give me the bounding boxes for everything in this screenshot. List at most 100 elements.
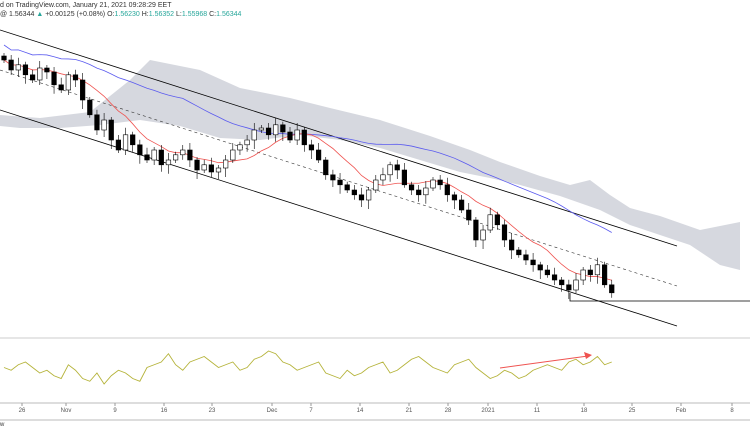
candle-body <box>466 209 472 221</box>
candle-body <box>308 144 315 151</box>
candle-body <box>394 164 400 171</box>
x-tick-label: 2021 <box>481 408 495 414</box>
candle-body <box>180 149 186 156</box>
candle-body <box>173 154 179 161</box>
high-label: H: <box>141 11 149 18</box>
candle-body <box>358 194 365 201</box>
candle-body <box>537 264 543 271</box>
candle-body <box>244 139 250 146</box>
candle-body <box>609 284 615 294</box>
candle-body <box>559 279 565 286</box>
candle-body <box>122 134 129 151</box>
candle-body <box>101 119 107 131</box>
x-tick-label: 9 <box>113 408 117 414</box>
chart-source-line: d on TradingView.com, January 21, 2021 0… <box>0 2 172 9</box>
x-tick-label: Dec <box>266 408 278 414</box>
candle-body <box>315 149 322 161</box>
low-label: L: <box>176 11 182 18</box>
candle-body <box>201 164 207 171</box>
candle-body <box>573 279 579 291</box>
candle-body <box>72 74 79 81</box>
footer-label: w <box>0 422 5 428</box>
x-tick-label: 11 <box>533 408 541 414</box>
candle-body <box>287 131 293 141</box>
x-tick-label: 18 <box>580 408 588 414</box>
candle-body <box>487 214 493 231</box>
ichimoku-cloud <box>0 60 740 270</box>
candle-body <box>194 159 200 171</box>
candle-body <box>187 149 193 161</box>
candle-body <box>223 159 229 169</box>
x-tick-label: 16 <box>160 408 168 414</box>
last-price: @ 1.56344 <box>0 11 35 18</box>
candle-body <box>501 224 508 241</box>
candle-body <box>1 55 7 61</box>
candle-body <box>294 129 300 141</box>
candle-body <box>51 71 57 86</box>
close-value: 1.56344 <box>216 11 242 18</box>
candle-body <box>29 74 36 81</box>
candle-body <box>551 274 558 281</box>
candle-body <box>351 189 357 196</box>
candle-body <box>580 269 586 281</box>
candle-body <box>165 159 172 166</box>
candle-body <box>137 144 143 156</box>
candle-body <box>401 169 408 186</box>
close-label: C: <box>209 11 217 18</box>
candle-body <box>130 134 136 146</box>
candle-body <box>494 214 500 226</box>
candle-body <box>37 67 43 81</box>
kijun-line <box>3 44 612 233</box>
candle-body <box>265 127 272 136</box>
candle-body <box>523 254 529 261</box>
candle-body <box>215 167 222 173</box>
candle-body <box>323 159 329 176</box>
candle-body <box>566 284 572 291</box>
candle-body <box>473 219 479 241</box>
candle-body <box>530 259 536 266</box>
candle-body <box>458 199 465 211</box>
candle-body <box>94 114 100 131</box>
candle-body <box>208 164 214 173</box>
ohlc-line: @ 1.56344 ▲ +0.00125 (+0.08%) O:1.56230 … <box>0 11 241 18</box>
x-tick-label: 7 <box>309 408 313 414</box>
tenkan-line <box>3 59 612 281</box>
x-tick-label: Nov <box>60 408 72 414</box>
channel-lower-line <box>0 109 678 327</box>
candle-body <box>380 174 386 181</box>
price-change: +0.00125 (+0.08%) <box>45 11 106 18</box>
candle-body <box>408 184 415 191</box>
candle-body <box>258 127 265 131</box>
x-tick-label: 21 <box>405 408 413 414</box>
candle-body <box>373 179 379 191</box>
x-tick-label: 25 <box>628 408 636 414</box>
candle-body <box>330 174 336 181</box>
candle-body <box>509 239 515 251</box>
x-tick-label: 23 <box>208 408 216 414</box>
candle-body <box>366 189 372 201</box>
candle-body <box>237 144 243 151</box>
channel-midline <box>0 69 678 287</box>
triangle-up-icon: ▲ <box>36 11 44 18</box>
low-value: 1.55968 <box>181 11 208 18</box>
candle-body <box>444 184 450 196</box>
open-label: O: <box>107 11 115 18</box>
candle-body <box>273 124 279 136</box>
candle-body <box>344 184 350 191</box>
candle-body <box>80 79 86 101</box>
candle-body <box>516 249 522 256</box>
candle-body <box>108 119 114 141</box>
candle-body <box>337 179 343 186</box>
candle-body <box>480 229 486 241</box>
x-tick-label: 8 <box>730 408 734 414</box>
support-line <box>569 293 750 302</box>
x-tick-label: 26 <box>18 408 26 414</box>
candle-body <box>115 139 121 151</box>
x-tick-label: 28 <box>444 408 452 414</box>
candle-body <box>437 179 443 186</box>
open-value: 1.56230 <box>114 11 140 18</box>
candle-body <box>430 179 436 189</box>
candle-body <box>144 154 150 161</box>
candle-body <box>416 189 422 196</box>
